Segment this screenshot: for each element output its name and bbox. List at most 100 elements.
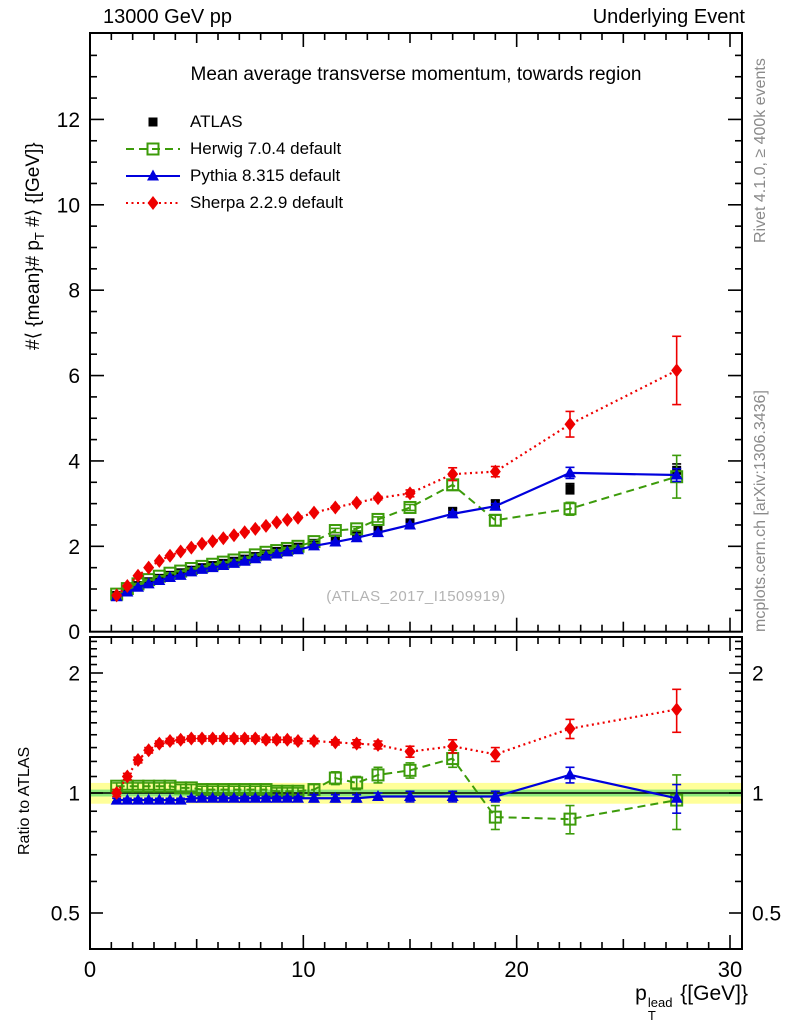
data-point <box>350 531 363 543</box>
data-point <box>164 734 176 749</box>
data-point <box>670 791 683 803</box>
data-point <box>351 736 363 751</box>
x-tick-label: 10 <box>291 957 315 982</box>
legend-label: Pythia 8.315 default <box>190 165 341 185</box>
data-point <box>564 417 576 432</box>
ratio-y-tick-label: 2 <box>68 663 80 686</box>
data-point <box>111 786 123 800</box>
data-point <box>446 789 459 801</box>
x-axis-title: p lead T {[GeV]} <box>635 982 748 1022</box>
data-point <box>238 791 251 803</box>
data-point <box>207 731 219 746</box>
data-point <box>308 505 320 520</box>
data-point <box>260 518 272 533</box>
data-point <box>227 791 240 803</box>
data-point <box>196 536 208 551</box>
legend-label: ATLAS <box>190 111 243 131</box>
data-point <box>307 539 320 551</box>
data-point <box>488 810 502 824</box>
data-point <box>281 791 294 803</box>
data-point <box>564 721 576 736</box>
x-title-base: p <box>635 982 647 1005</box>
rivet-version-note: Rivet 4.1.0, ≥ 400k events <box>752 58 769 243</box>
y-title-pre: #⟨ {mean}# p <box>23 240 44 350</box>
series-pythia <box>110 766 683 814</box>
legend: ATLAS Herwig 7.0.4 default Pythia 8.315 de… <box>126 108 343 216</box>
data-point <box>174 793 187 805</box>
series-line <box>116 475 677 596</box>
main-y-axis-title: #⟨ {mean}# pT #⟩ {[GeV]} <box>22 142 47 350</box>
data-point <box>291 543 304 555</box>
data-point <box>217 559 230 571</box>
plot-title: Mean average transverse momentum, toward… <box>190 64 642 85</box>
data-point <box>153 793 166 805</box>
data-point <box>142 793 155 805</box>
data-point <box>281 545 294 557</box>
data-point <box>206 561 219 573</box>
data-point <box>563 466 576 478</box>
data-point <box>111 588 123 603</box>
data-point <box>404 744 416 759</box>
legend-entry-herwig: Herwig 7.0.4 default <box>126 135 343 162</box>
data-point <box>281 512 293 527</box>
legend-marker-icon <box>126 142 180 155</box>
data-point <box>206 791 219 803</box>
x-tick-label: 0 <box>84 957 96 982</box>
data-point <box>185 565 198 577</box>
data-point <box>131 793 144 805</box>
legend-entry-sherpa: Sherpa 2.2.9 default <box>126 189 343 216</box>
series-sherpa <box>111 688 683 800</box>
analysis-id-watermark: (ATLAS_2017_I1509919) <box>326 588 506 605</box>
data-point <box>196 731 208 746</box>
data-point <box>270 547 283 559</box>
data-point <box>259 549 272 561</box>
data-point <box>239 525 251 540</box>
ratio-y-tick-label-right: 2 <box>752 663 764 686</box>
data-point <box>175 544 187 559</box>
data-point <box>371 789 384 801</box>
y-tick-label: 0 <box>68 621 80 644</box>
legend-label: Sherpa 2.2.9 default <box>190 192 344 212</box>
data-point <box>563 812 577 826</box>
data-point <box>146 142 160 155</box>
data-point <box>185 540 197 555</box>
series-sherpa <box>111 335 683 603</box>
ratio-y-axis-title: Ratio to ATLAS <box>16 746 33 855</box>
data-point <box>143 743 155 758</box>
main-axis-ticks <box>90 33 742 632</box>
data-point <box>148 117 158 126</box>
data-point <box>447 739 459 754</box>
y-tick-label: 10 <box>57 194 80 217</box>
data-point <box>132 568 144 583</box>
series-pythia <box>110 466 683 602</box>
data-point <box>291 791 304 803</box>
data-point <box>195 791 208 803</box>
analysis-group-label: Underlying Event <box>592 6 745 28</box>
x-title-supsub: lead T <box>648 996 673 1022</box>
legend-label: Herwig 7.0.4 default <box>190 138 342 158</box>
ratio-frame <box>89 636 743 950</box>
data-point <box>217 791 230 803</box>
x-title-post: {[GeV]} <box>674 982 748 1005</box>
data-point <box>372 737 384 752</box>
series-herwig <box>110 749 684 835</box>
y-tick-label: 2 <box>68 536 80 559</box>
data-point <box>249 521 261 536</box>
data-point <box>350 791 363 803</box>
data-point <box>228 731 240 746</box>
data-point <box>121 579 133 594</box>
data-point <box>249 731 261 746</box>
ratio-y-tick-label-right: 1 <box>752 783 764 806</box>
data-point <box>329 500 341 515</box>
data-point <box>329 735 341 750</box>
data-point <box>488 513 502 527</box>
data-point <box>670 468 683 480</box>
main-series <box>110 335 684 603</box>
data-point <box>249 791 262 803</box>
data-point <box>447 467 459 482</box>
data-point <box>163 793 176 805</box>
data-point <box>446 507 459 519</box>
y-tick-label: 12 <box>57 109 80 132</box>
